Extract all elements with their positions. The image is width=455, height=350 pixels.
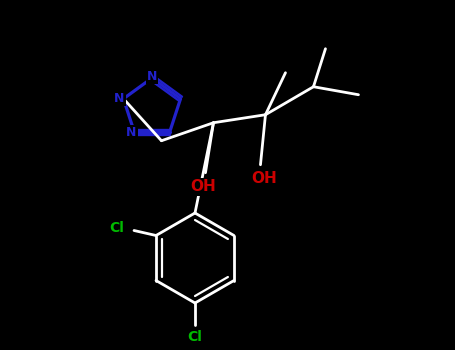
Text: N: N [114,92,125,105]
Text: N: N [147,70,157,83]
Text: OH: OH [191,179,216,194]
Text: OH: OH [252,171,278,186]
Text: Cl: Cl [187,330,202,344]
Text: Cl: Cl [109,220,124,234]
Text: N: N [126,126,136,139]
